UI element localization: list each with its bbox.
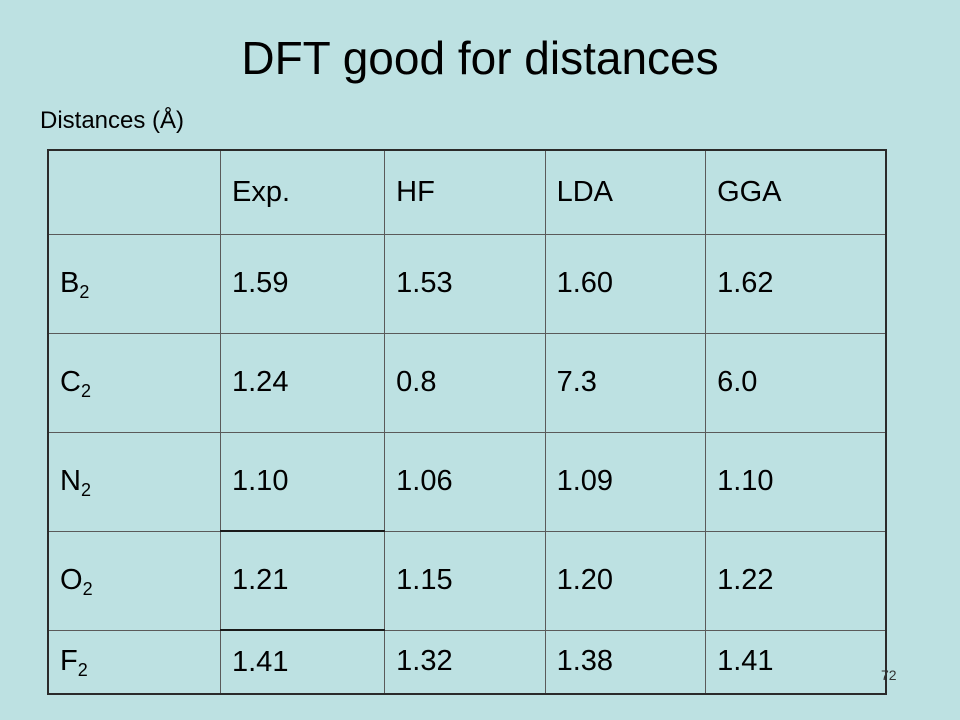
molecule-symbol: F <box>60 645 78 678</box>
value-cell: 1.09 <box>544 431 707 532</box>
value-cell: 1.32 <box>384 629 546 695</box>
molecule-subscript: 2 <box>79 282 90 302</box>
table-header-row: Exp. HF LDA GGA <box>47 149 887 235</box>
value-cell: 1.60 <box>544 233 707 334</box>
molecule-cell: C2 <box>47 332 221 433</box>
value-cell: 1.10 <box>219 431 386 532</box>
molecule-symbol: O <box>60 564 83 596</box>
table-row: C2 1.24 0.8 7.3 6.0 <box>47 332 887 433</box>
distances-table: Exp. HF LDA GGA B2 1.59 1.53 1.60 1.62 C… <box>47 149 887 695</box>
molecule-symbol: B <box>60 267 80 299</box>
molecule-cell: F2 <box>47 629 221 695</box>
table-row: N2 1.10 1.06 1.09 1.10 <box>47 431 887 532</box>
page-number: 72 <box>881 667 897 683</box>
molecule-subscript: 2 <box>80 381 91 401</box>
molecule-subscript: 2 <box>80 480 91 500</box>
header-cell-hf: HF <box>384 149 546 235</box>
molecule-symbol: N <box>60 465 81 497</box>
value-cell: 7.3 <box>544 332 707 433</box>
slide-title: DFT good for distances <box>241 32 719 84</box>
molecule-subscript: 2 <box>77 660 88 681</box>
table-caption: Distances (Å) <box>40 107 185 134</box>
molecule-subscript: 2 <box>82 579 93 599</box>
value-cell: 1.59 <box>219 233 386 334</box>
header-cell-lda: LDA <box>544 149 707 235</box>
value-cell: 1.22 <box>705 530 887 631</box>
value-cell: 1.53 <box>384 233 546 334</box>
header-cell-exp: Exp. <box>219 149 386 235</box>
value-cell: 0.8 <box>384 332 546 433</box>
header-cell-empty <box>47 149 221 235</box>
table-row: B2 1.59 1.53 1.60 1.62 <box>47 233 887 334</box>
value-cell: 1.06 <box>384 431 546 532</box>
molecule-cell: B2 <box>47 233 221 334</box>
value-cell: 1.21 <box>219 530 386 631</box>
molecule-cell: O2 <box>47 530 221 631</box>
value-cell: 6.0 <box>705 332 887 433</box>
value-cell: 1.62 <box>705 233 887 334</box>
value-cell: 1.41 <box>219 629 386 695</box>
value-cell: 1.15 <box>384 530 546 631</box>
value-cell: 1.38 <box>544 629 707 695</box>
table-row: O2 1.21 1.15 1.20 1.22 <box>47 530 887 631</box>
molecule-symbol: C <box>60 366 81 398</box>
header-cell-gga: GGA <box>705 149 887 235</box>
molecule-cell: N2 <box>47 431 221 532</box>
value-cell: 1.24 <box>219 332 386 433</box>
value-cell: 1.20 <box>544 530 707 631</box>
value-cell: 1.10 <box>705 431 887 532</box>
table-row: F2 1.41 1.32 1.38 1.41 <box>47 629 887 695</box>
value-cell: 1.41 <box>705 629 887 695</box>
